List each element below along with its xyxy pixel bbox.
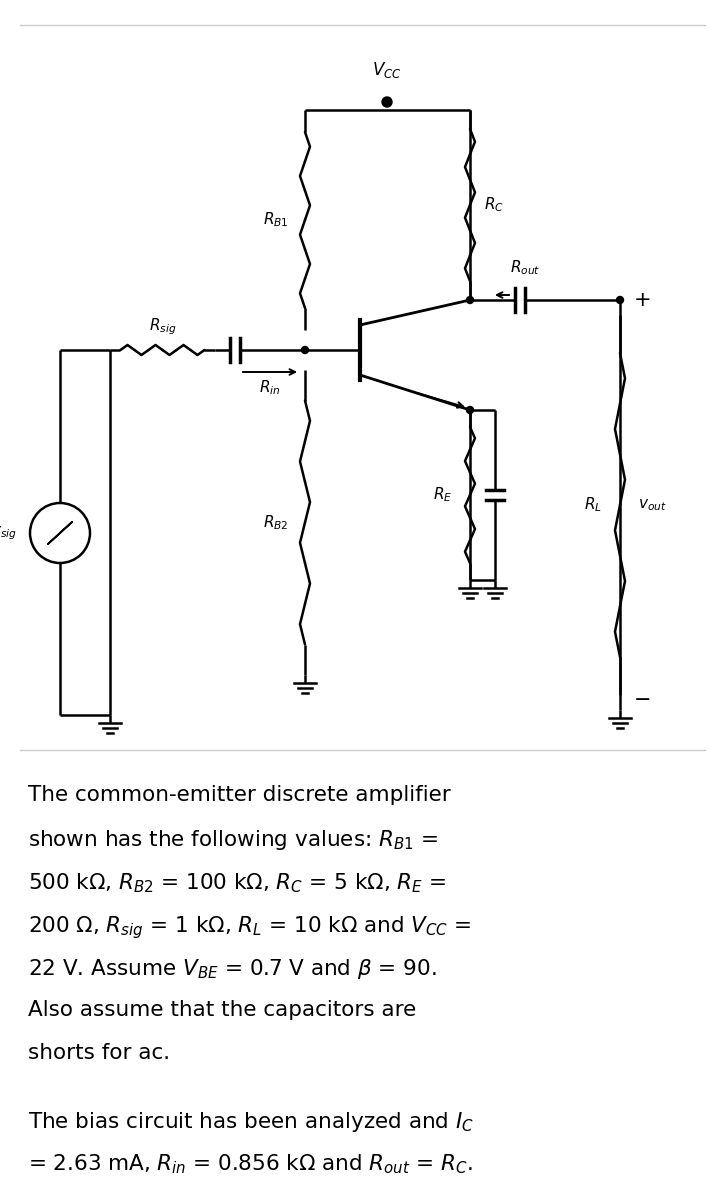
Text: $R_E$: $R_E$: [433, 486, 452, 504]
Text: $R_L$: $R_L$: [584, 496, 602, 515]
Text: $R_{in}$: $R_{in}$: [260, 378, 281, 397]
Text: $R_{out}$: $R_{out}$: [510, 258, 540, 277]
Text: $v_{sig}$: $v_{sig}$: [0, 524, 17, 541]
Text: = 2.63 mA, $R_{in}$ = 0.856 k$\Omega$ and $R_{out}$ = $R_C$.: = 2.63 mA, $R_{in}$ = 0.856 k$\Omega$ an…: [28, 1153, 473, 1176]
Circle shape: [382, 97, 392, 107]
Text: shorts for ac.: shorts for ac.: [28, 1043, 170, 1063]
Text: −: −: [634, 690, 652, 710]
Circle shape: [466, 296, 473, 304]
Text: $v_{out}$: $v_{out}$: [638, 497, 667, 512]
Text: 22 V. Assume $V_{BE}$ = 0.7 V and $\beta$ = 90.: 22 V. Assume $V_{BE}$ = 0.7 V and $\beta…: [28, 958, 436, 982]
Text: $R_{B2}$: $R_{B2}$: [263, 514, 289, 532]
Text: $R_C$: $R_C$: [484, 196, 504, 215]
Text: $R_{B1}$: $R_{B1}$: [263, 211, 289, 229]
Text: $V_{CC}$: $V_{CC}$: [372, 60, 402, 80]
Text: $R_{sig}$: $R_{sig}$: [149, 317, 176, 337]
Text: The common-emitter discrete amplifier: The common-emitter discrete amplifier: [28, 785, 451, 805]
Text: 500 k$\Omega$, $R_{B2}$ = 100 k$\Omega$, $R_C$ = 5 k$\Omega$, $R_E$ =: 500 k$\Omega$, $R_{B2}$ = 100 k$\Omega$,…: [28, 871, 447, 895]
Text: Also assume that the capacitors are: Also assume that the capacitors are: [28, 1000, 416, 1020]
Text: shown has the following values: $R_{B1}$ =: shown has the following values: $R_{B1}$…: [28, 828, 439, 852]
Text: 200 $\Omega$, $R_{sig}$ = 1 k$\Omega$, $R_L$ = 10 k$\Omega$ and $V_{CC}$ =: 200 $\Omega$, $R_{sig}$ = 1 k$\Omega$, $…: [28, 914, 471, 941]
Circle shape: [466, 407, 473, 414]
Circle shape: [302, 347, 309, 354]
Circle shape: [616, 296, 624, 304]
Text: +: +: [634, 290, 652, 310]
Text: The bias circuit has been analyzed and $I_C$: The bias circuit has been analyzed and $…: [28, 1110, 474, 1134]
